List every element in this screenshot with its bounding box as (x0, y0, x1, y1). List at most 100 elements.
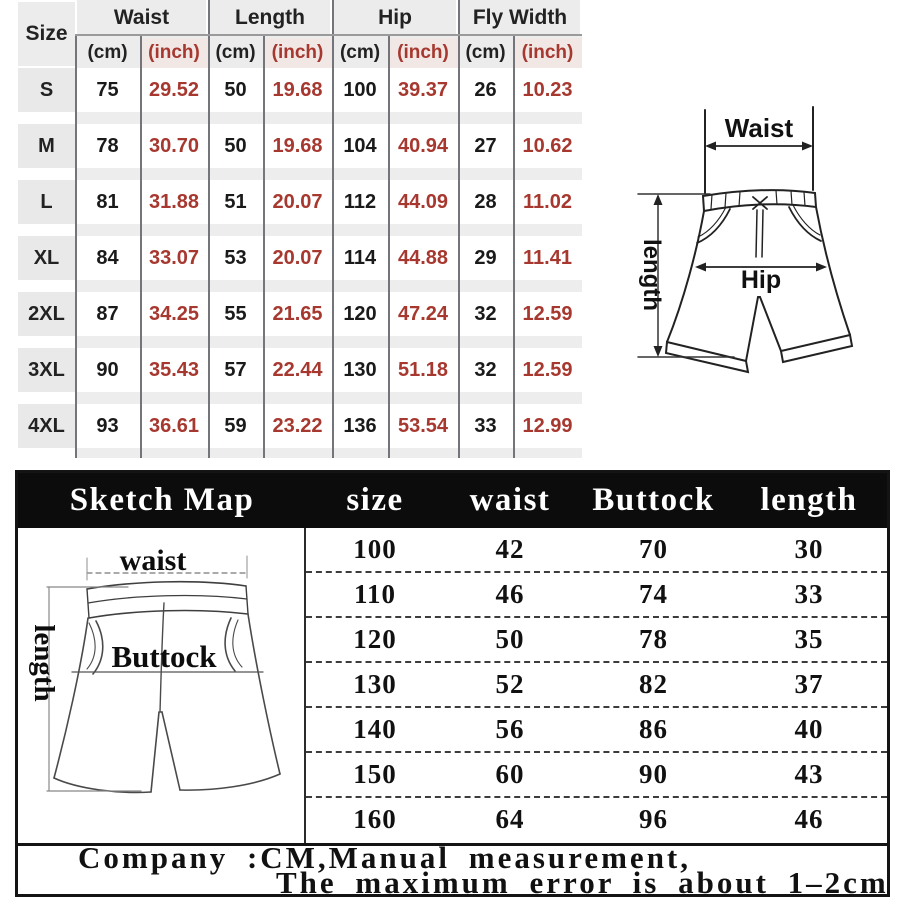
fly-inch-cell: 12.99 (522, 415, 573, 437)
size-cell: XL (18, 236, 75, 280)
hip-inch-cell: 53.54 (397, 415, 449, 437)
right-outer-seam (247, 613, 281, 775)
waistband-bottom (88, 609, 249, 619)
waistband (701, 189, 818, 213)
grid-line (332, 0, 334, 458)
length-cell: 46 (794, 804, 824, 834)
left-inner-seam (745, 296, 759, 362)
hip-inch-cell: 51.18 (397, 359, 449, 381)
waist-cm-cell: 78 (96, 135, 119, 157)
table-row: 3XL 90 35.43 57 22.44 130 51.18 32 12.59 (15, 348, 582, 392)
unit-header-cm: (cm) (332, 38, 388, 68)
hip-inch-cell: 40.94 (397, 135, 449, 157)
right-hem (179, 773, 281, 791)
waist-cm-cell: 93 (96, 415, 119, 437)
shorts-measurement-sketch: Waist Hip length (637, 106, 854, 374)
buttock-cell: 82 (639, 669, 668, 699)
table-row: 2XL 87 34.25 55 21.65 120 47.24 32 12.59 (15, 292, 582, 336)
hip-label: Hip (741, 266, 781, 294)
waist-cm-cell: 81 (96, 191, 119, 213)
grid-line (208, 0, 210, 458)
length-cell: 30 (794, 534, 824, 564)
waist-inch-cell: 36.61 (148, 415, 200, 437)
size-cell: M (18, 124, 75, 168)
waist-cell: 52 (495, 669, 525, 699)
header-length: length (760, 482, 858, 518)
length-cell: 33 (794, 579, 824, 609)
waist-cm-cell: 75 (96, 79, 119, 101)
table-row: M 78 30.70 50 19.68 104 40.94 27 10.62 (15, 124, 582, 168)
waistband-top (86, 580, 247, 590)
length-cm-cell: 53 (224, 247, 247, 269)
unit-header-inch: (inch) (513, 38, 582, 68)
size-cell: S (18, 68, 75, 112)
grid-line (513, 36, 515, 458)
length-cell: 37 (794, 669, 824, 699)
length-inch-cell: 19.68 (272, 135, 323, 157)
column-group-hip: Hip (334, 0, 456, 34)
fly-inch-cell: 12.59 (522, 359, 573, 381)
length-inch-cell: 23.22 (272, 415, 323, 437)
right-inner-seam (757, 296, 782, 352)
waist-inch-cell: 31.88 (148, 191, 200, 213)
right-pocket-stitch (232, 619, 243, 668)
length-inch-cell: 19.68 (272, 79, 323, 101)
waist-label: Waist (725, 113, 794, 143)
buttock-cell: 70 (639, 534, 668, 564)
sketch-map-panel: Sketch Map size waist Buttock length (15, 470, 890, 898)
measurement-note: Company :CM,Manual measurement, The maxi… (18, 842, 887, 898)
drawstring-knot (752, 196, 768, 210)
fly-cm-cell: 32 (474, 359, 497, 381)
size-cell: 150 (353, 759, 397, 789)
shorts-sketch-map: waist Buttock length (28, 544, 281, 794)
header-sketch-map: Sketch Map (69, 482, 255, 518)
table-row: XL 84 33.07 53 20.07 114 44.88 29 11.41 (15, 236, 582, 280)
unit-header-cm: (cm) (75, 38, 140, 68)
column-group-length: Length (210, 0, 330, 34)
column-header-size: Size (18, 2, 75, 66)
hip-cm-cell: 130 (343, 359, 377, 381)
waist-inch-cell: 33.07 (148, 247, 200, 269)
row-values: 87 34.25 55 21.65 120 47.24 32 12.59 (75, 292, 582, 336)
unit-header-inch: (inch) (140, 38, 208, 68)
row-values: 75 29.52 50 19.68 100 39.37 26 10.23 (75, 68, 582, 112)
arrowhead (653, 346, 663, 357)
unit-header-inch: (inch) (263, 38, 332, 68)
waist-cell: 60 (495, 759, 525, 789)
grid-line (388, 36, 390, 458)
row-values: 93 36.61 59 23.22 136 53.54 33 12.99 (75, 404, 582, 448)
unit-header-inch: (inch) (388, 38, 458, 68)
left-pocket (696, 208, 731, 244)
sketch-map-cell: waist Buttock length (18, 528, 306, 843)
hip-inch-cell: 44.88 (397, 247, 449, 269)
arrowhead (705, 141, 716, 151)
fly-cm-cell: 27 (474, 135, 497, 157)
fly-cm-cell: 33 (474, 415, 497, 437)
drawstring-ends (755, 209, 764, 258)
header-waist: waist (469, 482, 551, 518)
arrowhead (695, 262, 706, 272)
waist-cm-cell: 90 (96, 359, 119, 381)
length-cm-cell: 50 (224, 135, 247, 157)
hip-cm-cell: 136 (343, 415, 377, 437)
buttock-cell: 86 (639, 714, 668, 744)
row-values: 90 35.43 57 22.44 130 51.18 32 12.59 (75, 348, 582, 392)
right-inner-seam (161, 711, 181, 791)
size-cell: L (18, 180, 75, 224)
length-inch-cell: 20.07 (272, 191, 323, 213)
fly-inch-cell: 10.62 (522, 135, 573, 157)
hip-cm-cell: 100 (343, 79, 377, 101)
waist-ticks (86, 555, 248, 581)
hip-inch-cell: 47.24 (397, 303, 449, 325)
length-inch-cell: 20.07 (272, 247, 323, 269)
length-cm-cell: 55 (224, 303, 247, 325)
waist-inch-cell: 35.43 (148, 359, 200, 381)
bottom-table-body: waist Buttock length 100 42 70 30 110 46… (18, 528, 887, 843)
fly-cm-cell: 26 (474, 79, 497, 101)
grid-line (140, 36, 142, 458)
right-outer-seam (815, 206, 851, 336)
waist-cell: 64 (495, 804, 525, 834)
grid-line (75, 36, 77, 458)
table-row: 140 56 86 40 (306, 708, 887, 753)
waist-inch-cell: 34.25 (148, 303, 200, 325)
